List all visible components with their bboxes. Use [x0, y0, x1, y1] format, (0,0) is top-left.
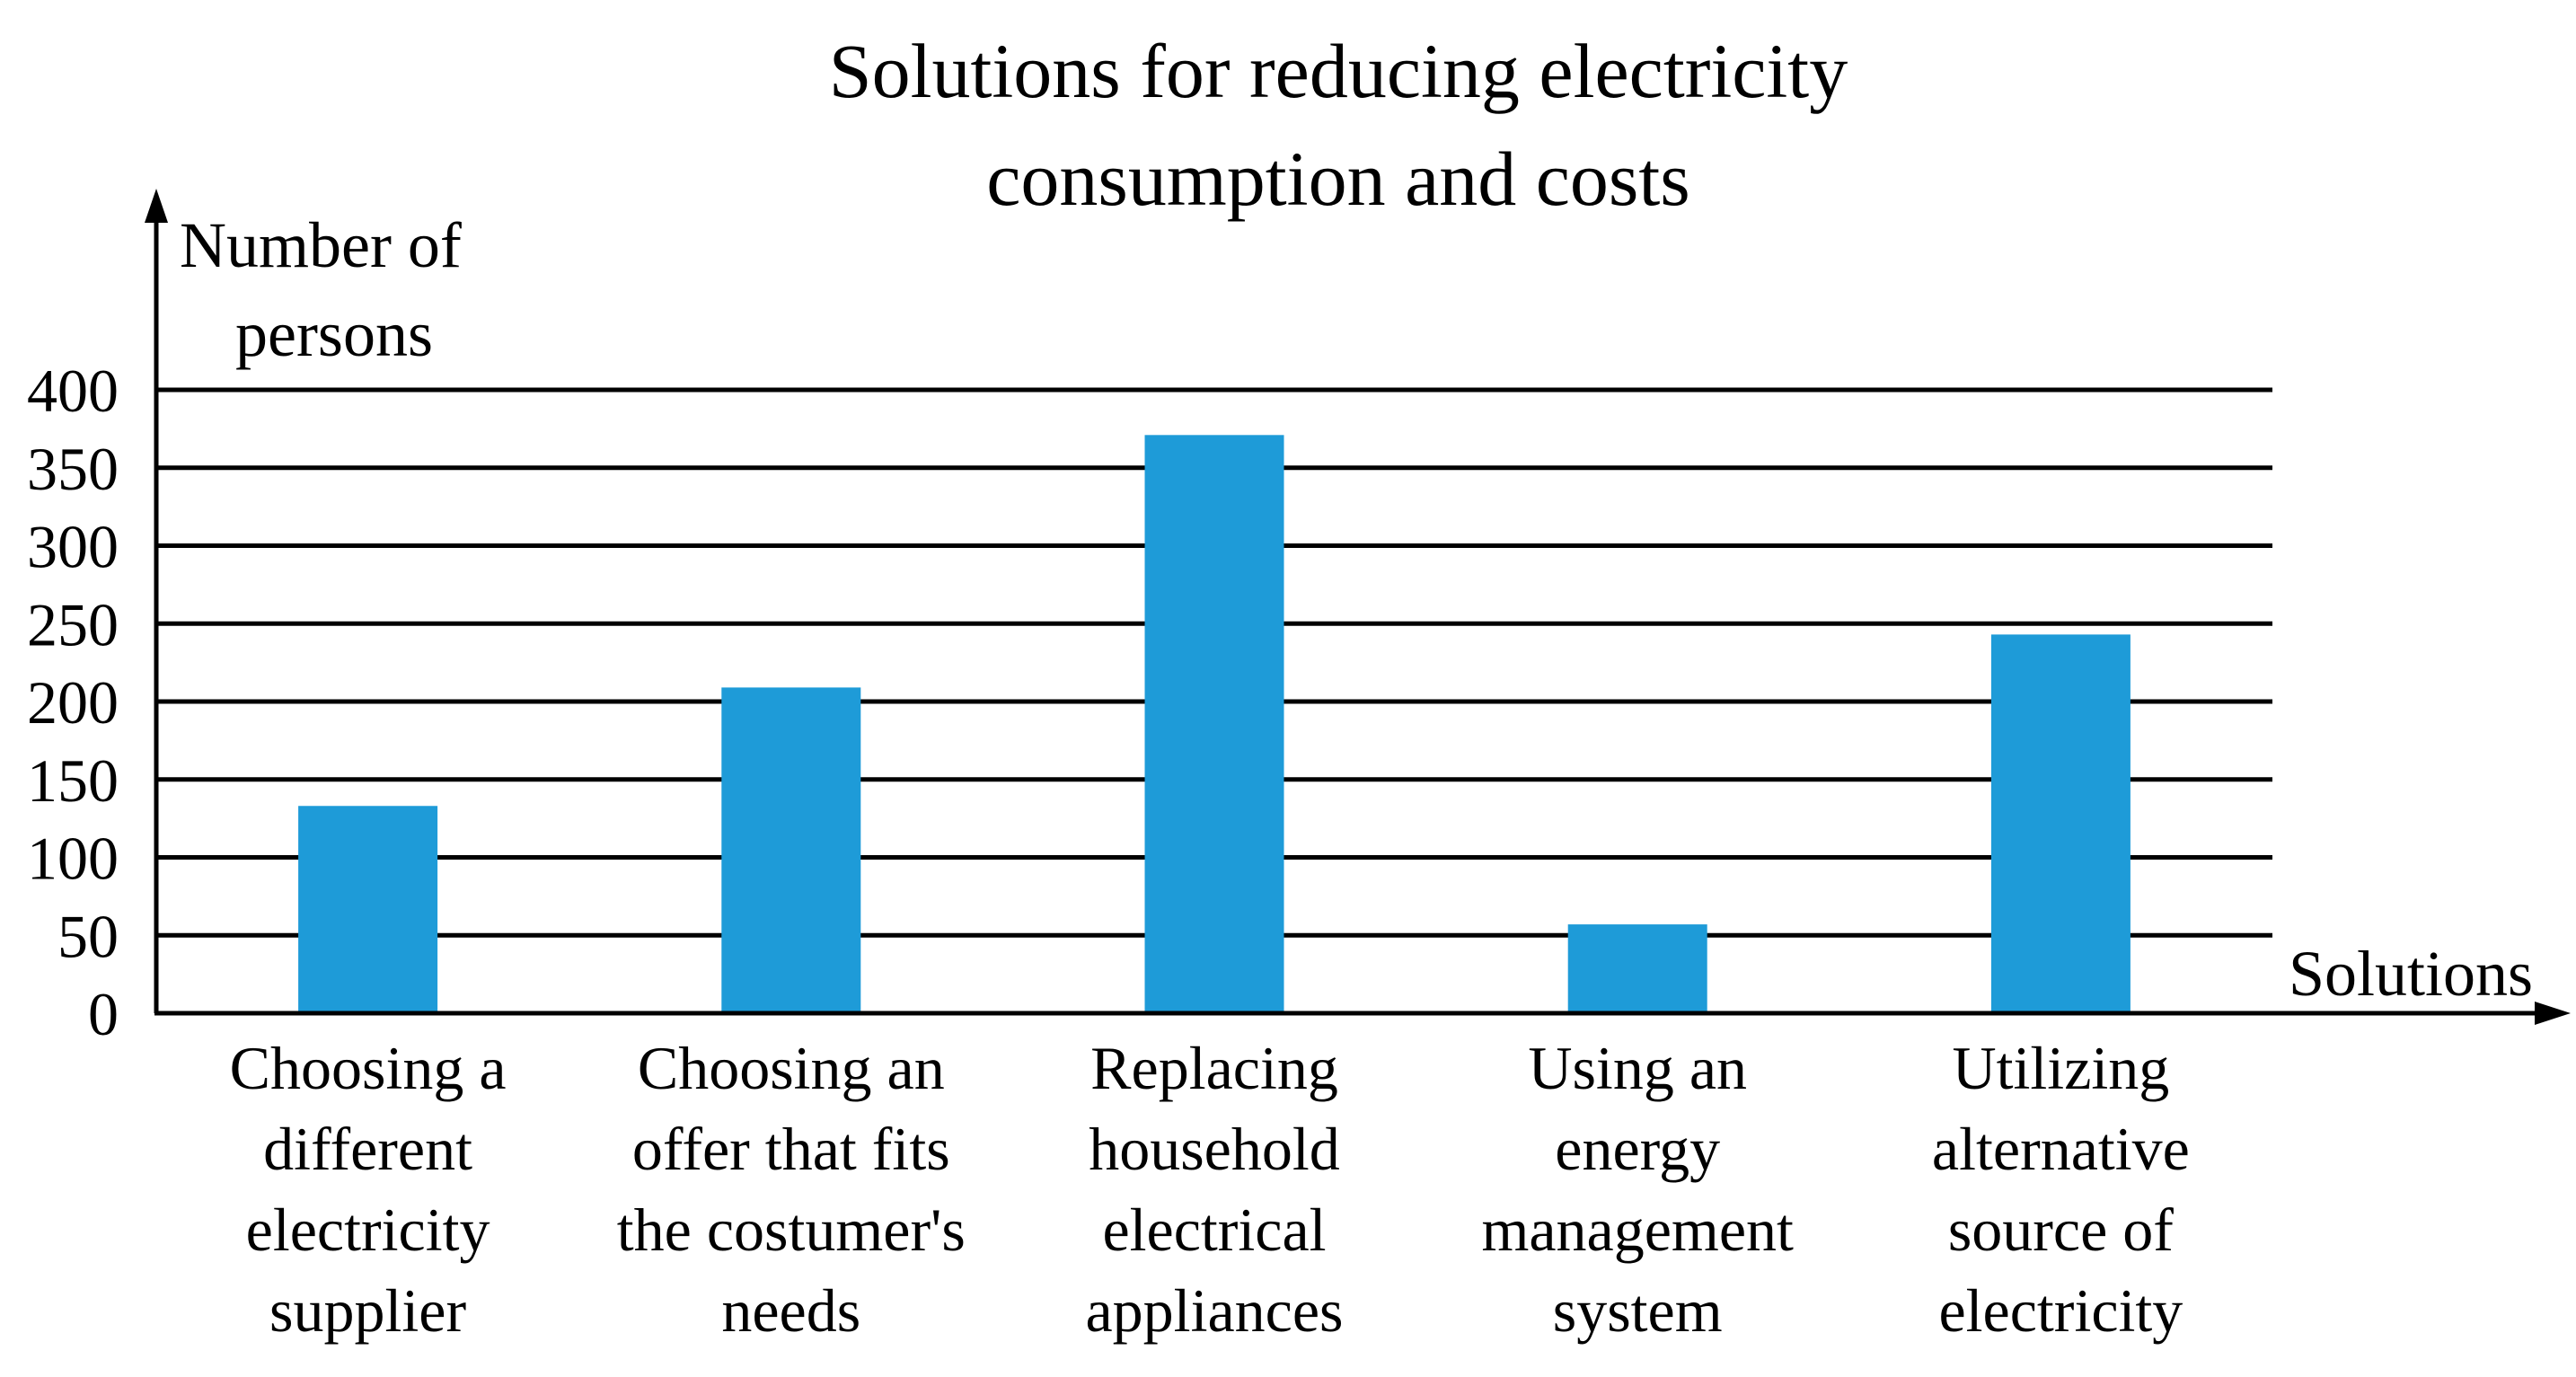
x-category-label: Choosing an	[638, 1034, 945, 1102]
bar	[298, 806, 438, 1013]
x-category-label: system	[1553, 1276, 1723, 1345]
bars	[298, 435, 2130, 1013]
y-tick-label: 350	[27, 435, 119, 503]
y-tick-label: 150	[27, 746, 119, 815]
x-category-label: supplier	[269, 1276, 466, 1345]
x-category-label: electricity	[1938, 1276, 2183, 1345]
x-category-labels: Choosing a different electricity supplier Ch…	[230, 1034, 2190, 1345]
bar	[1567, 924, 1707, 1013]
y-tick-label: 250	[27, 590, 119, 658]
bar	[1990, 634, 2130, 1013]
y-tick-label: 400	[27, 357, 119, 425]
x-category-label: Utilizing	[1953, 1034, 2170, 1102]
y-tick-label: 200	[27, 668, 119, 737]
x-axis-label: Solutions	[2289, 938, 2533, 1010]
x-category-label: household	[1089, 1115, 1340, 1183]
x-category-label: offer that fits	[632, 1115, 950, 1183]
y-tick-label: 300	[27, 513, 119, 581]
x-category-label: the costumer's	[617, 1196, 966, 1264]
bar	[1144, 435, 1284, 1013]
x-category-label: electricity	[246, 1196, 490, 1264]
x-category-label: different	[263, 1115, 472, 1183]
bar	[721, 687, 861, 1013]
y-tick-label: 50	[57, 902, 119, 970]
x-category-label: Choosing a	[230, 1034, 507, 1102]
y-axis-label-line-1: Number of	[180, 209, 462, 281]
x-category-label: source of	[1948, 1196, 2174, 1264]
y-axis-label-line-2: persons	[235, 298, 433, 370]
x-category-label: needs	[721, 1276, 860, 1345]
x-category-label: alternative	[1932, 1115, 2190, 1183]
chart-title-line-2: consumption and costs	[986, 136, 1690, 222]
chart-title-line-1: Solutions for reducing electricity	[829, 28, 1848, 114]
x-category-label: Using an	[1528, 1034, 1747, 1102]
x-category-label: energy	[1555, 1115, 1720, 1183]
x-category-label: electrical	[1102, 1196, 1326, 1264]
x-category-label: appliances	[1086, 1276, 1344, 1345]
x-axis-arrow-icon	[2535, 1002, 2571, 1025]
y-axis-arrow-icon	[145, 189, 168, 223]
x-category-label: Replacing	[1090, 1034, 1338, 1102]
y-tick-label: 0	[88, 980, 119, 1048]
y-tick-labels: 0 50 100 150 200 250 300 350 400	[27, 357, 119, 1048]
x-category-label: management	[1481, 1196, 1794, 1264]
y-tick-label: 100	[27, 825, 119, 893]
